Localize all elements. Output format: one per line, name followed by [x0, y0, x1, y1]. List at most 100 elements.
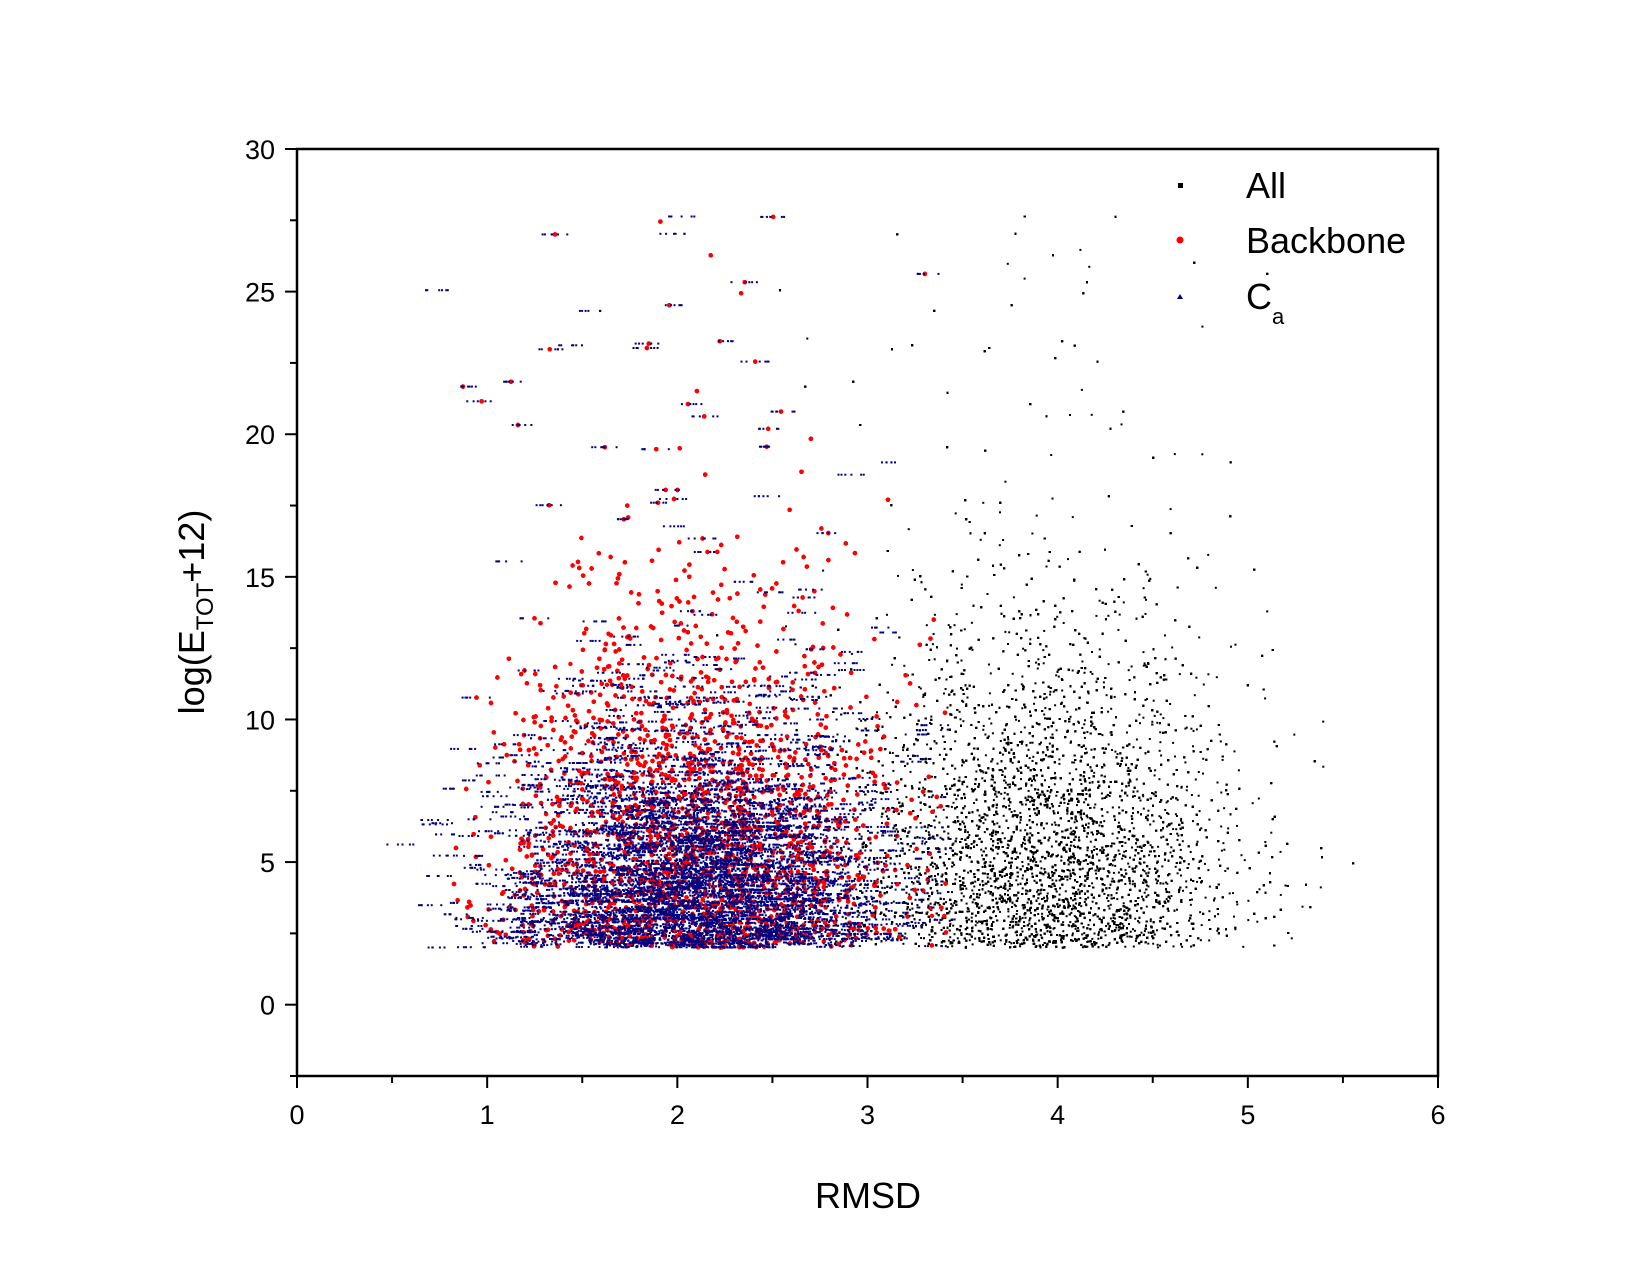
- all-point: [1041, 937, 1043, 939]
- all-point: [1227, 827, 1229, 829]
- all-point: [1256, 921, 1258, 923]
- all-point: [925, 830, 927, 832]
- all-point: [920, 822, 922, 824]
- all-point: [1223, 807, 1225, 809]
- all-point: [945, 688, 947, 690]
- all-point: [1107, 811, 1109, 813]
- all-point: [881, 822, 883, 824]
- all-point: [1121, 858, 1123, 860]
- all-point: [1176, 909, 1178, 911]
- all-point: [1238, 769, 1240, 771]
- all-point: [1322, 721, 1324, 723]
- all-point: [1021, 861, 1023, 863]
- all-point: [806, 338, 808, 340]
- all-point: [984, 831, 986, 833]
- all-point: [983, 725, 985, 727]
- all-point: [1029, 801, 1031, 803]
- all-point: [1020, 819, 1022, 821]
- all-point: [1131, 666, 1133, 668]
- all-point: [1012, 921, 1014, 923]
- all-point: [1162, 883, 1164, 885]
- all-point: [1224, 870, 1226, 872]
- all-point: [902, 749, 904, 751]
- all-point: [1004, 792, 1006, 794]
- all-point: [964, 805, 966, 807]
- all-point: [1098, 934, 1100, 936]
- all-point: [961, 892, 963, 894]
- all-point: [1047, 893, 1049, 895]
- all-point: [1142, 795, 1144, 797]
- all-point: [990, 672, 992, 674]
- all-point: [1108, 944, 1110, 946]
- all-point: [891, 664, 893, 666]
- all-point: [997, 853, 999, 855]
- all-point: [1170, 508, 1172, 510]
- all-point: [1143, 808, 1145, 810]
- all-point: [1124, 946, 1126, 948]
- all-point: [1143, 651, 1145, 653]
- all-point: [1055, 880, 1057, 882]
- all-point: [1069, 772, 1071, 774]
- all-point: [1036, 891, 1038, 893]
- all-point: [963, 823, 965, 825]
- all-point: [1150, 918, 1152, 920]
- all-point: [1049, 913, 1051, 915]
- all-point: [962, 673, 964, 675]
- all-point: [1097, 938, 1099, 940]
- all-point: [1078, 722, 1080, 724]
- all-point: [1199, 810, 1201, 812]
- all-point: [1040, 892, 1042, 894]
- all-point: [881, 816, 883, 818]
- all-point: [1059, 894, 1061, 896]
- all-point: [951, 806, 953, 808]
- all-point: [1208, 819, 1210, 821]
- all-point: [1148, 932, 1150, 934]
- all-point: [1035, 662, 1037, 664]
- all-point: [966, 903, 968, 905]
- all-point: [1072, 670, 1074, 672]
- all-point: [1037, 668, 1039, 670]
- all-point: [1166, 898, 1168, 900]
- all-point: [1011, 811, 1013, 813]
- all-point: [1076, 820, 1078, 822]
- all-point: [1041, 856, 1043, 858]
- all-point: [979, 884, 981, 886]
- all-point: [990, 838, 992, 840]
- all-point: [1233, 916, 1235, 918]
- all-point: [1008, 631, 1010, 633]
- all-point: [1029, 832, 1031, 834]
- all-point: [982, 729, 984, 731]
- all-point: [1152, 943, 1154, 945]
- all-point: [1109, 795, 1111, 797]
- all-point: [1087, 863, 1089, 865]
- all-point: [960, 718, 962, 720]
- all-point: [1125, 869, 1127, 871]
- all-point: [1186, 727, 1188, 729]
- all-point: [1177, 839, 1179, 841]
- all-point: [1168, 891, 1170, 893]
- all-point: [967, 697, 969, 699]
- all-point: [1207, 554, 1209, 556]
- all-point: [1221, 850, 1223, 852]
- all-point: [1148, 854, 1150, 856]
- all-point: [1264, 841, 1266, 843]
- all-point: [1063, 802, 1065, 804]
- all-point: [871, 800, 873, 802]
- all-point: [1198, 795, 1200, 797]
- all-point: [1065, 890, 1067, 892]
- all-point: [992, 830, 994, 832]
- all-point: [1075, 921, 1077, 923]
- all-point: [971, 843, 973, 845]
- all-point: [1025, 917, 1027, 919]
- all-point: [1052, 498, 1054, 500]
- all-point: [1047, 898, 1049, 900]
- all-point: [1060, 860, 1062, 862]
- all-point: [1134, 795, 1136, 797]
- all-point: [1114, 751, 1116, 753]
- all-point: [1101, 798, 1103, 800]
- all-point: [941, 884, 943, 886]
- all-point: [913, 851, 915, 853]
- all-point: [961, 764, 963, 766]
- all-point: [1024, 278, 1026, 280]
- all-point: [968, 845, 970, 847]
